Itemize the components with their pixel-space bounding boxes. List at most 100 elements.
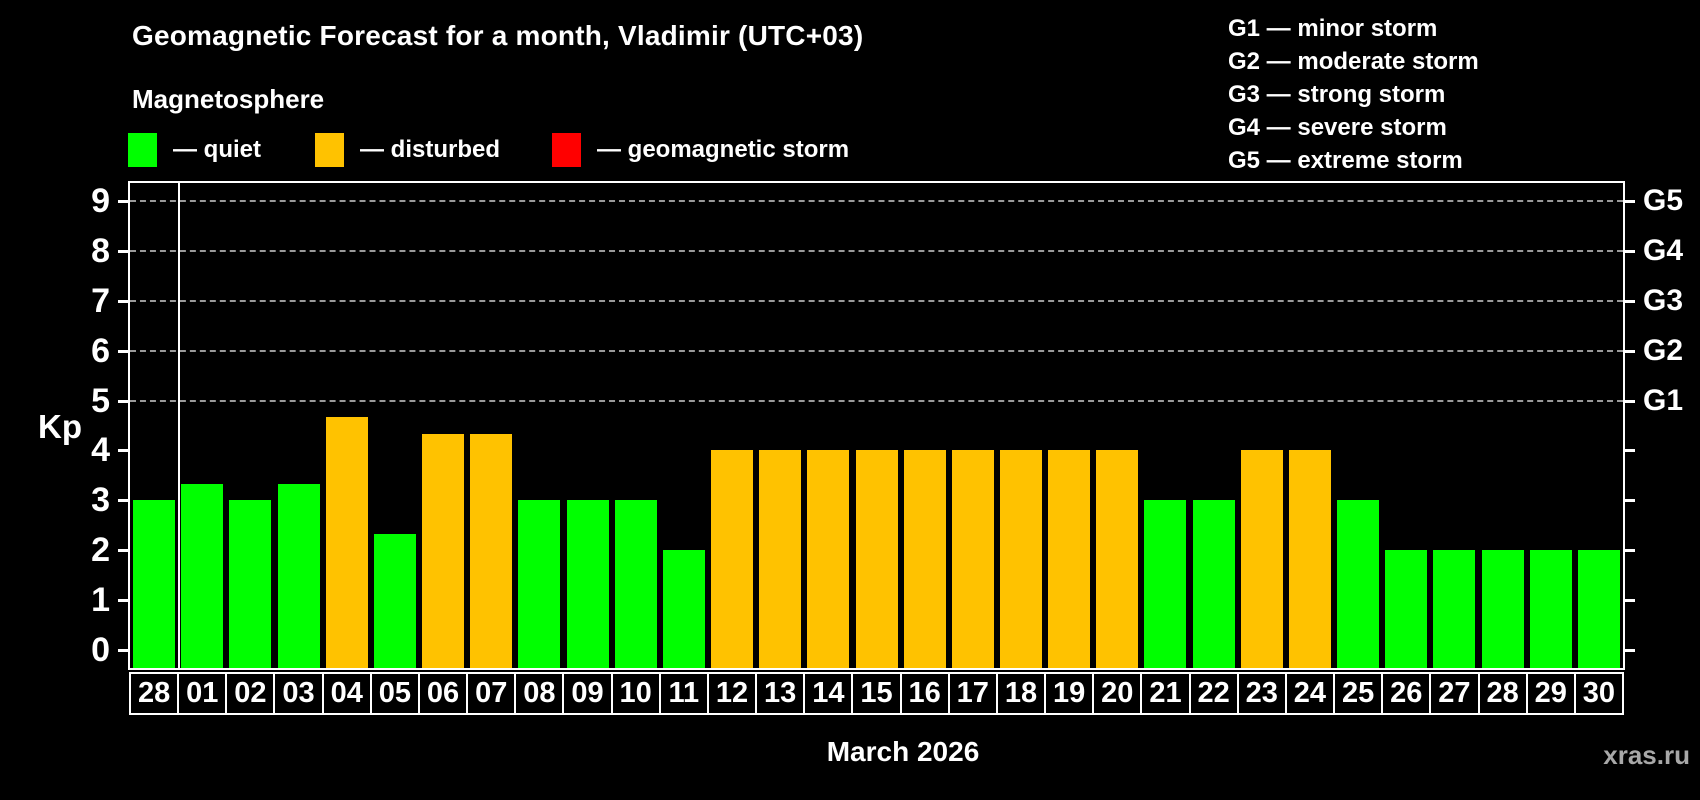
day-label-cell: 15 <box>851 672 902 715</box>
disturbed-color-swatch <box>315 133 344 167</box>
kp-bar-day-18 <box>999 450 1042 668</box>
day-label-cell: 10 <box>610 672 661 715</box>
gridline-kp9 <box>130 199 1623 202</box>
y-tick-left-8 <box>118 249 130 253</box>
kp-bar-day-12 <box>711 450 754 668</box>
storm-scale-g2: G2 — moderate storm <box>1228 48 1479 75</box>
kp-bar-day-02 <box>229 500 272 668</box>
day-label-cell: 08 <box>514 672 565 715</box>
storm-scale-g3: G3 — strong storm <box>1228 81 1446 108</box>
day-label-cell: 24 <box>1284 672 1336 715</box>
day-label-cell: 02 <box>225 672 276 715</box>
chart-subtitle: Magnetosphere <box>132 84 325 114</box>
day-label-cell: 03 <box>273 672 324 715</box>
plot-area <box>128 181 1625 670</box>
y-tick-right-7 <box>1623 299 1635 303</box>
kp-bar-day-30 <box>1577 550 1620 668</box>
y-tick-label-7: 7 <box>91 281 110 320</box>
day-label-cell: 16 <box>899 672 950 715</box>
y-tick-label-3: 3 <box>91 481 110 520</box>
y-tick-label-9: 9 <box>91 181 110 220</box>
kp-bar-day-08 <box>518 500 561 668</box>
legend-item-quiet: — quiet <box>128 132 261 168</box>
y-tick-label-5: 5 <box>91 381 110 420</box>
kp-bar-day-09 <box>566 500 609 668</box>
legend-item-disturbed: — disturbed <box>315 132 500 168</box>
y-tick-right-3 <box>1623 499 1635 503</box>
y-tick-label-6: 6 <box>91 331 110 370</box>
day-label-cell: 04 <box>321 672 372 715</box>
y-tick-right-1 <box>1623 599 1635 603</box>
kp-bar-day-05 <box>373 533 416 668</box>
gridline-kp5 <box>130 399 1623 402</box>
kp-bar-day-21 <box>1144 500 1187 668</box>
y-tick-left-4 <box>118 449 130 453</box>
y-tick-left-5 <box>118 399 130 403</box>
day-label-cell: 18 <box>995 672 1047 715</box>
day-label-cell: 26 <box>1381 672 1432 715</box>
kp-bar-day-20 <box>1096 450 1139 668</box>
kp-bar-day-14 <box>807 450 850 668</box>
y-tick-label-8: 8 <box>91 231 110 270</box>
y-tick-label-2: 2 <box>91 531 110 570</box>
month-separator-line <box>178 183 181 668</box>
day-label-cell: 27 <box>1429 672 1480 715</box>
day-label-cell: 28 <box>129 672 180 715</box>
day-label-cell: 01 <box>177 672 228 715</box>
y-tick-left-9 <box>118 199 130 203</box>
y-tick-right-2 <box>1623 549 1635 553</box>
kp-bar-day-16 <box>903 450 946 668</box>
day-label-cell: 30 <box>1573 672 1624 715</box>
kp-bar-day-28 <box>1481 550 1524 668</box>
g-level-label-G3: G3 <box>1643 283 1684 317</box>
day-label-cell: 11 <box>658 672 709 715</box>
legend-label-storm: — geomagnetic storm <box>597 136 850 163</box>
day-label-cell: 05 <box>369 672 420 715</box>
gridline-kp8 <box>130 249 1623 252</box>
y-tick-right-6 <box>1623 349 1635 353</box>
day-label-cell: 25 <box>1333 672 1384 715</box>
y-tick-label-4: 4 <box>91 431 110 470</box>
g-level-label-G5: G5 <box>1643 183 1684 217</box>
kp-bar-day-29 <box>1529 550 1572 668</box>
g-level-label-G1: G1 <box>1643 383 1684 417</box>
storm-scale-legend: G1 — minor storm G2 — moderate storm G3 … <box>1228 12 1479 177</box>
kp-bar-day-28 <box>133 500 176 668</box>
y-tick-left-2 <box>118 549 130 553</box>
y-tick-left-3 <box>118 499 130 503</box>
storm-scale-g1: G1 — minor storm <box>1228 15 1438 42</box>
kp-bar-day-15 <box>855 450 898 668</box>
g-level-label-G2: G2 <box>1643 333 1684 367</box>
day-label-cell: 13 <box>755 672 806 715</box>
storm-color-swatch <box>552 133 581 167</box>
day-label-cell: 21 <box>1140 672 1191 715</box>
y-tick-right-5 <box>1623 399 1635 403</box>
y-tick-left-1 <box>118 599 130 603</box>
day-label-cell: 28 <box>1477 672 1528 715</box>
day-label-cell: 06 <box>417 672 469 715</box>
y-tick-left-0 <box>118 649 130 652</box>
legend-item-storm: — geomagnetic storm <box>552 132 849 168</box>
y-tick-right-8 <box>1623 249 1635 253</box>
y-tick-left-6 <box>118 349 130 353</box>
day-label-cell: 29 <box>1525 672 1576 715</box>
y-axis-title: Kp <box>38 408 82 445</box>
kp-bar-day-04 <box>325 416 368 668</box>
kp-bar-day-17 <box>951 450 994 668</box>
storm-scale-g5: G5 — extreme storm <box>1228 147 1463 174</box>
day-label-cell: 19 <box>1044 672 1095 715</box>
day-label-cell: 14 <box>803 672 854 715</box>
day-label-cell: 09 <box>562 672 613 715</box>
day-label-cell: 20 <box>1092 672 1143 715</box>
watermark: xras.ru <box>1603 740 1690 770</box>
day-label-cell: 17 <box>947 672 998 715</box>
kp-bar-day-25 <box>1337 500 1380 668</box>
legend-label-disturbed: — disturbed <box>360 136 501 163</box>
y-tick-right-0 <box>1623 649 1635 652</box>
gridline-kp7 <box>130 299 1623 302</box>
kp-bar-day-06 <box>422 433 465 668</box>
kp-bar-day-13 <box>759 450 802 668</box>
kp-bar-day-11 <box>662 550 705 668</box>
day-label-cell: 12 <box>706 672 758 715</box>
